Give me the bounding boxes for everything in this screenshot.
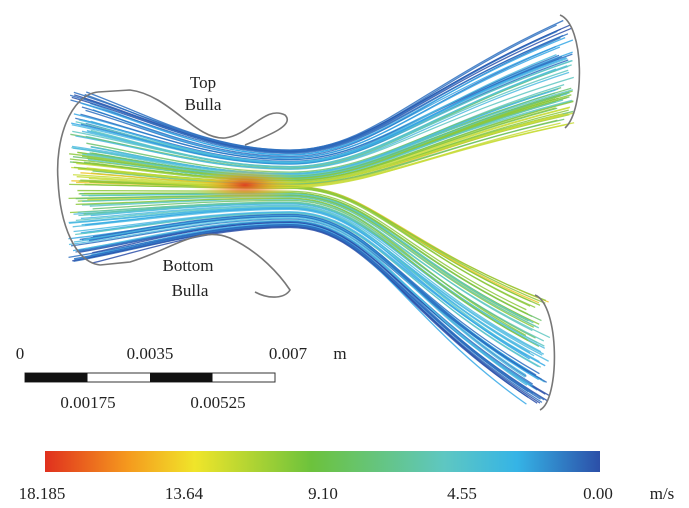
hot-spot	[190, 167, 300, 203]
figure: Top Bulla Bottom Bulla 0 0.0035 0.007 m …	[0, 0, 689, 508]
streamline	[91, 224, 537, 391]
color-tick-label: 4.55	[447, 484, 477, 503]
color-tick-label: 9.10	[308, 484, 338, 503]
label: Top	[190, 73, 216, 92]
color-ramp	[45, 451, 600, 472]
color-tick-label: 18.185	[19, 484, 66, 503]
page: Top Bulla Bottom Bulla 0 0.0035 0.007 m …	[0, 0, 689, 508]
scale-segment	[25, 373, 88, 382]
label: Bottom	[162, 256, 213, 275]
scale-bar: 0 0.0035 0.007 m 0.00175 0.00525	[16, 344, 347, 412]
color-bar: 18.185 13.64 9.10 4.55 0.00 m/s	[19, 451, 675, 503]
color-tick-label: 0.00	[583, 484, 613, 503]
scale-label: 0.00525	[190, 393, 245, 412]
color-tick-label: 13.64	[165, 484, 204, 503]
scale-segment	[150, 373, 213, 382]
scale-label: 0.00175	[60, 393, 115, 412]
scale-label: 0.0035	[127, 344, 174, 363]
scale-label: 0	[16, 344, 25, 363]
scale-unit: m	[333, 344, 346, 363]
streamline	[81, 212, 545, 365]
label: Bulla	[172, 281, 209, 300]
label: Bulla	[185, 95, 222, 114]
color-unit: m/s	[650, 484, 675, 503]
scale-label: 0.007	[269, 344, 308, 363]
